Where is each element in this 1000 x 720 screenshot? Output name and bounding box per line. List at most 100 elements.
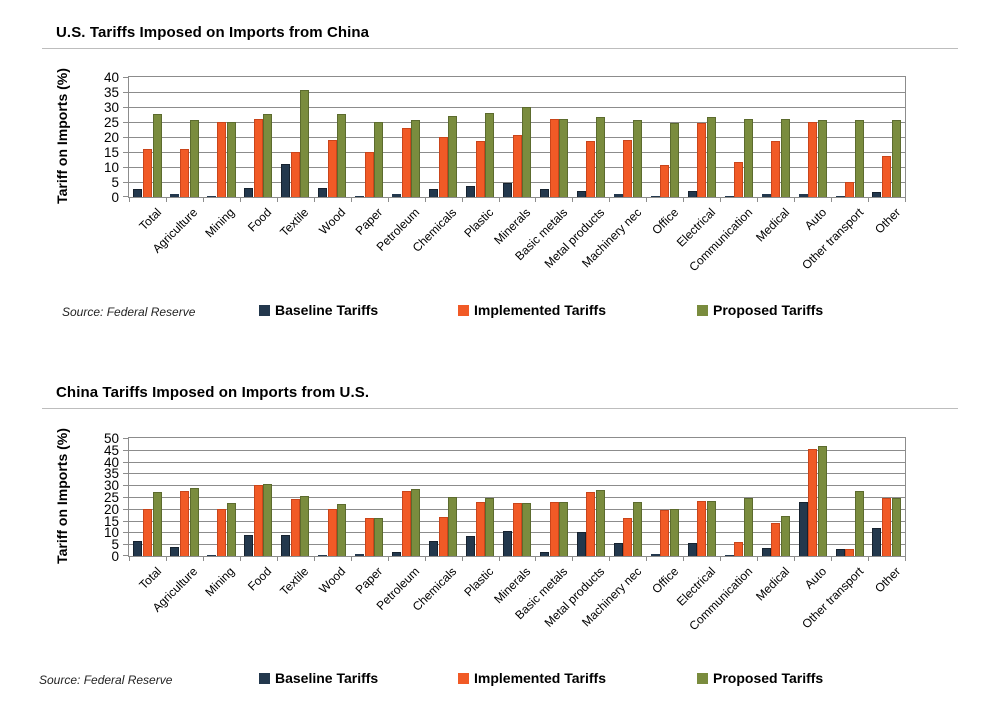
x-tick-mark bbox=[351, 197, 352, 202]
x-category-label: Total bbox=[135, 564, 164, 593]
chart-title: China Tariffs Imposed on Imports from U.… bbox=[56, 384, 370, 401]
bar-proposed-tariffs bbox=[743, 119, 753, 197]
bar-proposed-tariffs bbox=[596, 490, 605, 556]
y-tick-mark bbox=[123, 544, 129, 545]
bar-implemented-tariffs bbox=[882, 156, 891, 197]
bar-implemented-tariffs bbox=[623, 518, 633, 556]
bar-proposed-tariffs bbox=[891, 498, 901, 556]
bar-proposed-tariffs bbox=[411, 489, 421, 556]
bar-implemented-tariffs bbox=[808, 449, 818, 556]
x-tick-mark bbox=[240, 197, 241, 202]
bar-implemented-tariffs bbox=[401, 128, 411, 197]
legend: Source: Federal Reserve Baseline Tariffs… bbox=[0, 668, 1000, 694]
y-tick-mark bbox=[123, 122, 129, 123]
x-tick-mark bbox=[905, 197, 906, 202]
bar-proposed-tariffs bbox=[633, 120, 642, 197]
bar-implemented-tariffs bbox=[771, 141, 781, 197]
legend-label: Implemented Tariffs bbox=[474, 302, 606, 318]
bar-baseline-tariffs bbox=[502, 183, 512, 197]
gridline bbox=[129, 462, 905, 463]
x-tick-mark bbox=[535, 197, 536, 202]
x-tick-mark bbox=[499, 556, 500, 561]
y-tick-label: 35 bbox=[103, 85, 119, 100]
bar-implemented-tariffs bbox=[771, 523, 781, 556]
x-tick-mark bbox=[609, 197, 610, 202]
x-tick-mark bbox=[203, 197, 204, 202]
bar-baseline-tariffs bbox=[281, 164, 291, 197]
x-tick-mark bbox=[425, 197, 426, 202]
x-tick-mark bbox=[129, 197, 130, 202]
bar-baseline-tariffs bbox=[244, 535, 254, 556]
y-tick-label: 45 bbox=[103, 443, 119, 458]
y-tick-label: 10 bbox=[103, 525, 119, 540]
bar-proposed-tariffs bbox=[706, 117, 716, 197]
x-tick-mark bbox=[166, 197, 167, 202]
x-tick-mark bbox=[720, 197, 721, 202]
x-tick-mark bbox=[868, 556, 869, 561]
bar-implemented-tariffs bbox=[512, 503, 522, 556]
x-category-label: Food bbox=[245, 205, 275, 235]
bar-baseline-tariffs bbox=[429, 541, 438, 556]
x-tick-mark bbox=[831, 556, 832, 561]
bar-implemented-tariffs bbox=[327, 509, 337, 556]
bar-implemented-tariffs bbox=[143, 149, 152, 197]
x-tick-mark bbox=[314, 197, 315, 202]
legend-swatch-proposed-icon bbox=[697, 304, 708, 316]
x-category-label: Paper bbox=[352, 205, 386, 238]
bar-proposed-tariffs bbox=[743, 498, 753, 556]
legend-swatch-implemented-icon bbox=[458, 304, 469, 316]
y-tick-mark bbox=[123, 107, 129, 108]
y-tick-mark bbox=[123, 167, 129, 168]
bar-implemented-tariffs bbox=[364, 152, 374, 197]
bar-implemented-tariffs bbox=[549, 502, 559, 556]
y-tick-label: 50 bbox=[103, 431, 119, 446]
bar-baseline-tariffs bbox=[761, 194, 771, 197]
gridline bbox=[129, 92, 905, 93]
y-tick-mark bbox=[123, 92, 129, 93]
bar-baseline-tariffs bbox=[872, 192, 882, 197]
x-tick-mark bbox=[572, 197, 573, 202]
bar-implemented-tariffs bbox=[290, 152, 300, 197]
y-tick-mark bbox=[123, 196, 129, 197]
bar-proposed-tariffs bbox=[189, 488, 199, 556]
x-category-label: Auto bbox=[801, 205, 829, 233]
bar-implemented-tariffs bbox=[660, 165, 670, 197]
bar-implemented-tariffs bbox=[179, 491, 189, 556]
legend-label: Proposed Tariffs bbox=[713, 302, 824, 318]
bar-baseline-tariffs bbox=[392, 552, 401, 556]
legend-label: Baseline Tariffs bbox=[275, 670, 379, 686]
x-tick-mark bbox=[314, 556, 315, 561]
x-tick-mark bbox=[646, 556, 647, 561]
bar-implemented-tariffs bbox=[364, 518, 374, 556]
x-tick-mark bbox=[757, 197, 758, 202]
x-category-label: Other bbox=[871, 564, 903, 596]
legend-label: Implemented Tariffs bbox=[474, 670, 606, 686]
bar-implemented-tariffs bbox=[512, 135, 522, 197]
y-tick-label: 40 bbox=[103, 455, 119, 470]
bar-proposed-tariffs bbox=[485, 113, 495, 197]
bar-proposed-tariffs bbox=[780, 516, 790, 556]
bar-baseline-tariffs bbox=[465, 186, 475, 197]
bar-proposed-tariffs bbox=[706, 501, 716, 556]
bar-baseline-tariffs bbox=[133, 189, 143, 197]
bar-baseline-tariffs bbox=[318, 555, 328, 556]
bar-baseline-tariffs bbox=[355, 196, 365, 197]
legend-item-implemented: Implemented Tariffs bbox=[458, 670, 606, 686]
x-tick-mark bbox=[609, 556, 610, 561]
bar-proposed-tariffs bbox=[559, 119, 569, 197]
x-tick-mark bbox=[794, 197, 795, 202]
x-category-label: Plastic bbox=[461, 205, 497, 241]
bar-proposed-tariffs bbox=[189, 120, 199, 197]
x-tick-mark bbox=[572, 556, 573, 561]
y-tick-mark bbox=[123, 473, 129, 474]
bar-proposed-tariffs bbox=[854, 120, 864, 197]
bar-baseline-tariffs bbox=[724, 555, 734, 556]
plot-area: 0 5 10 15 20 25 30 35 40 Total Agriculture Mining Fo… bbox=[104, 71, 906, 274]
x-tick-mark bbox=[351, 556, 352, 561]
x-tick-mark bbox=[240, 556, 241, 561]
bar-baseline-tariffs bbox=[798, 502, 808, 556]
bar-proposed-tariffs bbox=[152, 114, 162, 197]
y-tick-label: 25 bbox=[103, 490, 119, 505]
y-tick-label: 30 bbox=[103, 100, 119, 115]
bar-proposed-tariffs bbox=[669, 509, 679, 556]
